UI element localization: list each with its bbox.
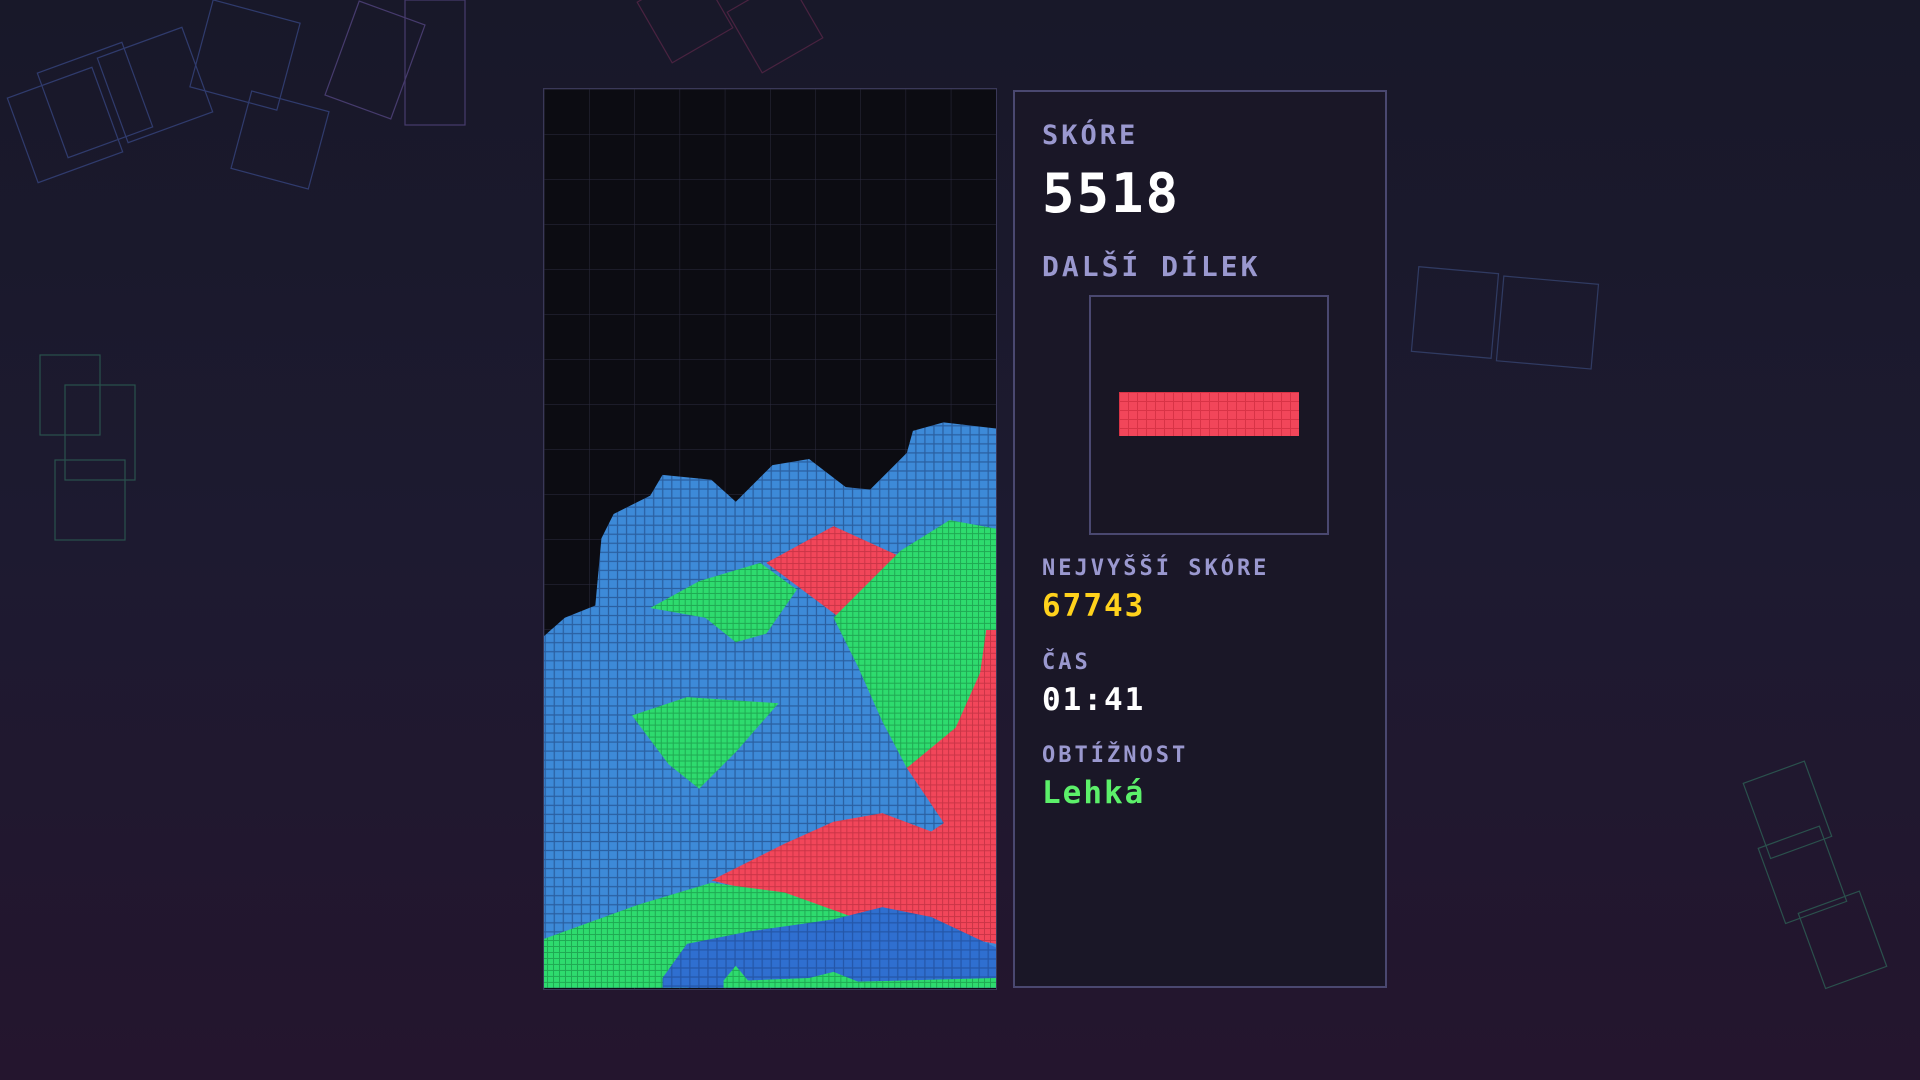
next-piece-preview — [1089, 295, 1329, 535]
stack-red-top — [766, 526, 901, 618]
stack-green-left — [650, 562, 797, 643]
next-piece-label: DALŠÍ DÍLEK — [1042, 250, 1261, 283]
info-panel: SKÓRE 5518 DALŠÍ DÍLEK NEJVYŠŠÍ SKÓRE 67… — [1013, 90, 1387, 988]
next-piece-i-block — [1119, 392, 1299, 436]
game-board[interactable] — [543, 88, 997, 990]
stack-green-mid — [631, 697, 779, 789]
high-score-label: NEJVYŠŠÍ SKÓRE — [1042, 556, 1270, 581]
difficulty-label: OBTÍŽNOST — [1042, 743, 1189, 768]
stack-darkblue-bottom — [662, 907, 996, 988]
high-score-value: 67743 — [1042, 588, 1146, 624]
stack-green-floor — [723, 965, 996, 988]
difficulty-value: Lehká — [1042, 775, 1146, 811]
score-value: 5518 — [1042, 162, 1181, 225]
stack-red-right — [906, 629, 996, 856]
stack-red-bottom — [711, 794, 996, 944]
stack-green-right — [833, 520, 996, 768]
score-label: SKÓRE — [1042, 120, 1139, 151]
time-value: 01:41 — [1042, 682, 1146, 718]
board-canvas — [544, 89, 996, 989]
time-label: ČAS — [1042, 650, 1091, 675]
